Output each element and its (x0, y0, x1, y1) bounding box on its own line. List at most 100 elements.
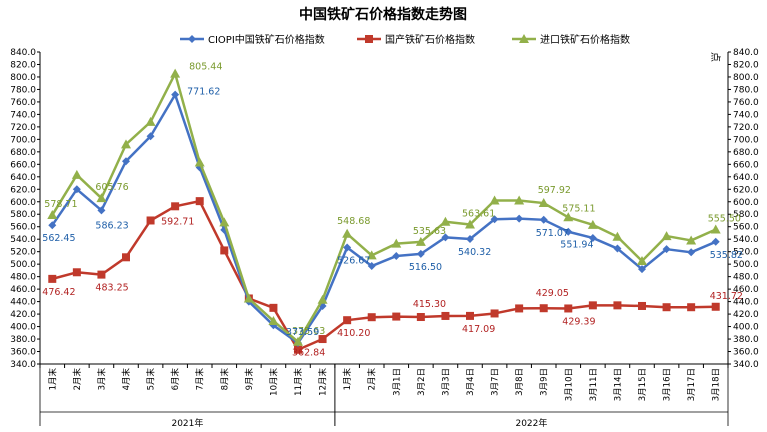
right-tick-label: 440.0 (733, 298, 759, 308)
x-tick-label: 3月16日 (663, 368, 673, 401)
left-tick-label: 800.0 (10, 73, 36, 83)
left-tick-label: 500.0 (10, 260, 36, 270)
right-tick-label: 640.0 (733, 173, 759, 183)
right-tick-label: 460.0 (733, 285, 759, 295)
data-point-triangle (465, 219, 475, 229)
x-tick-label: 3月1日 (392, 368, 402, 396)
data-point-square (515, 304, 524, 313)
data-point-square (687, 303, 696, 312)
data-label: 592.71 (161, 216, 194, 227)
left-tick-label: 820.0 (10, 60, 36, 70)
data-point-square (72, 268, 81, 277)
left-tick-label: 360.0 (10, 348, 36, 358)
data-point-square (171, 202, 180, 211)
data-point-square (365, 35, 373, 43)
x-tick-label: 3月14日 (613, 368, 623, 401)
data-label: 575.11 (562, 203, 595, 214)
right-tick-label: 680.0 (733, 148, 759, 158)
data-point-square (490, 309, 499, 318)
x-tick-label: 3月11日 (589, 368, 599, 401)
data-point-diamond (146, 132, 155, 141)
data-point-diamond (711, 237, 720, 246)
left-tick-label: 620.0 (10, 185, 36, 195)
data-point-diamond (662, 245, 671, 254)
x-tick-label: 3月9日 (540, 368, 550, 396)
left-tick-label: 700.0 (10, 135, 36, 145)
data-point-square (441, 311, 450, 320)
data-point-diamond (687, 248, 696, 257)
right-tick-label: 700.0 (733, 135, 759, 145)
data-point-triangle (366, 250, 377, 260)
year-group-label: 2021年 (171, 417, 203, 429)
data-label: 535.63 (413, 226, 446, 237)
x-tick-label: 12月末 (318, 368, 329, 396)
right-tick-label: 780.0 (733, 85, 759, 95)
data-point-triangle (170, 68, 181, 78)
legend-item: 进口铁矿石价格指数 (512, 33, 630, 46)
right-tick-label: 720.0 (733, 123, 759, 133)
data-label: 429.39 (562, 316, 595, 327)
year-group-label: 2022年 (515, 417, 547, 429)
x-tick-label: 3月2日 (417, 368, 427, 396)
right-tick-label: 520.0 (733, 248, 759, 258)
data-point-square (195, 197, 204, 206)
data-label: 571.07 (536, 228, 569, 239)
data-point-diamond (343, 243, 352, 252)
data-point-triangle (219, 217, 230, 227)
left-tick-label: 380.0 (10, 335, 36, 345)
legend: CIOPI中国铁矿石价格指数 国产铁矿石价格指数 进口铁矿石价格指数 (180, 33, 630, 46)
data-point-diamond (122, 157, 130, 166)
data-point-square (122, 253, 130, 262)
data-point-triangle (440, 216, 451, 226)
series-0 (48, 90, 720, 348)
data-point-diamond (613, 244, 622, 253)
x-tick-label: 3月10日 (564, 368, 574, 401)
data-point-square (539, 304, 548, 313)
data-point-diamond (72, 185, 81, 194)
chart-title: 中国铁矿石价格指数走势图 (299, 6, 467, 23)
right-tick-label: 600.0 (733, 198, 759, 208)
data-point-triangle (47, 210, 58, 220)
right-tick-label: 740.0 (733, 110, 759, 120)
data-label: 805.44 (189, 62, 222, 73)
data-point-triangle (489, 195, 500, 205)
data-label: 526.67 (337, 256, 370, 267)
data-point-square (392, 312, 401, 321)
data-point-triangle (563, 212, 574, 222)
data-point-diamond (490, 215, 499, 224)
series-line (51, 199, 716, 351)
data-point-triangle (538, 198, 549, 208)
x-tick-label: 6月末 (170, 368, 181, 391)
x-tick-label: 9月末 (244, 368, 255, 391)
data-point-diamond (441, 233, 450, 242)
data-label: 415.30 (413, 299, 446, 310)
x-tick-label: 10月末 (268, 368, 279, 396)
data-point-square (48, 274, 57, 283)
data-point-diamond (416, 249, 425, 258)
data-point-square (662, 303, 671, 312)
data-point-square (564, 304, 573, 313)
right-tick-label: 760.0 (733, 98, 759, 108)
data-point-triangle (686, 235, 697, 245)
data-point-square (416, 313, 425, 322)
x-tick-label: 11月末 (293, 368, 304, 396)
data-point-triangle (391, 238, 402, 248)
right-tick-label: 360.0 (733, 348, 759, 358)
data-label: 375.63 (292, 326, 325, 337)
right-tick-label: 340.0 (733, 360, 759, 370)
right-tick-label: 560.0 (733, 223, 759, 233)
data-point-triangle (710, 224, 721, 234)
x-tick-label: 2月末 (367, 368, 378, 391)
left-tick-label: 400.0 (10, 323, 36, 333)
x-tick-label: 2月末 (72, 368, 83, 391)
legend-label: 国产铁矿石价格指数 (385, 33, 475, 46)
data-label: 516.50 (409, 262, 442, 273)
left-tick-label: 780.0 (10, 85, 36, 95)
x-tick-label: 5月末 (146, 368, 157, 391)
right-tick-label: 480.0 (733, 273, 759, 283)
data-label: 476.42 (42, 287, 75, 298)
data-point-triangle (514, 195, 525, 205)
data-point-square (711, 302, 720, 311)
left-tick-label: 760.0 (10, 98, 36, 108)
